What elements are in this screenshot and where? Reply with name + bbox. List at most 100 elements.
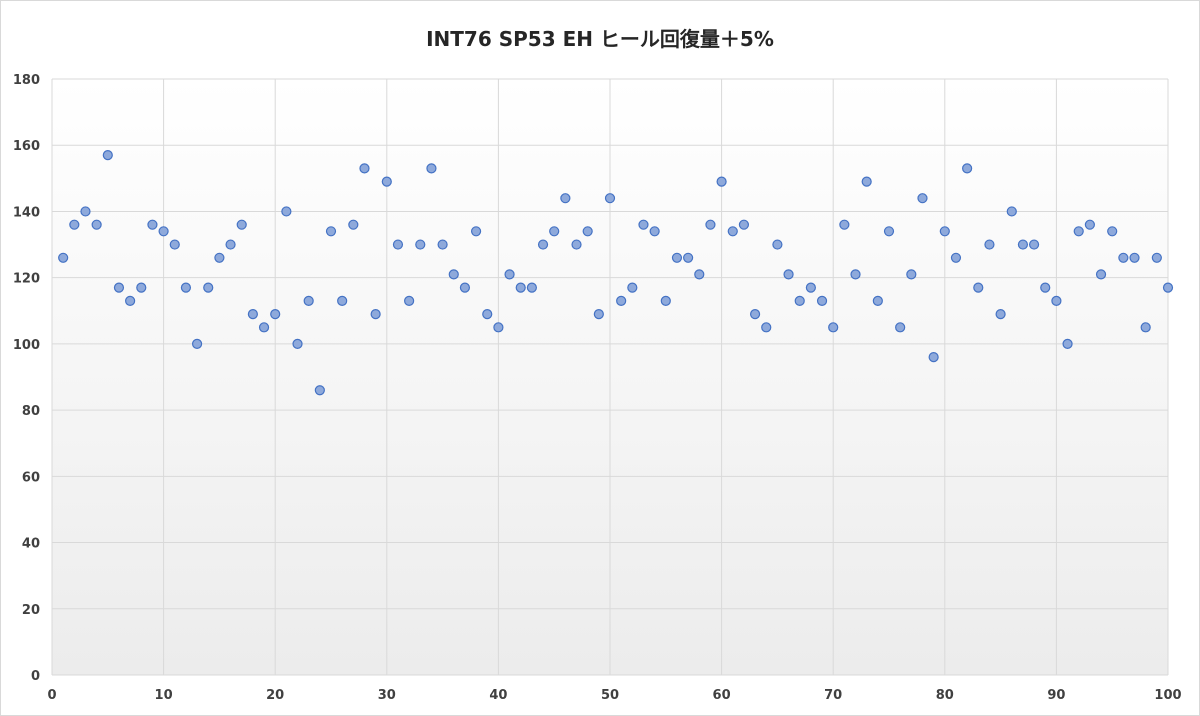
data-point	[1084, 219, 1095, 230]
data-point	[593, 308, 604, 320]
data-point	[671, 252, 683, 263]
chart-title: INT76 SP53 EH ヒール回復量＋5%	[426, 27, 774, 51]
data-point	[493, 322, 504, 333]
data-point	[426, 163, 437, 174]
x-tick-label: 70	[824, 688, 842, 703]
data-point	[582, 226, 593, 237]
data-point	[526, 282, 537, 293]
data-point	[571, 239, 582, 250]
y-tick-label: 120	[13, 272, 40, 287]
x-tick-label: 40	[489, 688, 507, 703]
data-point	[404, 295, 415, 306]
data-point	[861, 176, 872, 187]
data-point	[928, 352, 939, 363]
data-point	[749, 308, 761, 320]
data-point	[392, 239, 404, 250]
data-point	[303, 295, 314, 306]
data-point	[437, 239, 448, 250]
data-point	[638, 219, 649, 230]
data-point	[1151, 252, 1162, 263]
data-points	[58, 150, 1174, 396]
data-point	[80, 206, 91, 217]
data-point	[91, 219, 102, 230]
data-point	[962, 163, 973, 174]
data-point	[560, 193, 571, 204]
data-point	[816, 295, 828, 306]
data-point	[415, 239, 426, 250]
data-point	[125, 295, 136, 306]
data-point	[1118, 252, 1129, 263]
data-point	[348, 219, 359, 230]
data-point	[1017, 239, 1029, 250]
data-point	[169, 239, 180, 250]
data-point	[906, 269, 917, 280]
data-point	[203, 282, 214, 293]
data-point	[716, 176, 727, 187]
data-point	[236, 219, 247, 230]
data-point	[850, 269, 861, 280]
data-point	[984, 239, 995, 250]
data-point	[504, 269, 515, 280]
data-point	[616, 295, 627, 306]
data-point	[1129, 252, 1140, 263]
data-point	[872, 295, 883, 306]
data-point	[292, 338, 303, 349]
y-tick-label: 140	[13, 205, 40, 220]
data-point	[448, 269, 459, 280]
y-tick-label: 180	[13, 73, 40, 88]
y-tick-label: 100	[13, 338, 40, 353]
data-point	[738, 219, 750, 230]
y-tick-label: 80	[22, 404, 40, 419]
x-tick-label: 10	[155, 688, 173, 703]
y-tick-label: 60	[22, 470, 40, 485]
data-point	[214, 252, 225, 263]
data-point	[1095, 269, 1107, 280]
data-point	[794, 295, 805, 306]
data-point	[1006, 206, 1017, 217]
data-point	[649, 226, 660, 237]
data-point	[102, 150, 113, 161]
x-tick-label: 50	[601, 688, 619, 703]
data-point	[839, 219, 850, 230]
x-tick-label: 90	[1047, 688, 1065, 703]
x-tick-label: 100	[1154, 688, 1181, 703]
x-tick-label: 0	[47, 688, 56, 703]
data-point	[1028, 239, 1040, 250]
data-point	[325, 226, 337, 237]
data-point	[281, 206, 292, 217]
data-point	[883, 226, 895, 237]
data-point	[470, 226, 482, 237]
data-point	[1140, 322, 1151, 333]
data-point	[995, 308, 1006, 320]
x-tick-label: 60	[713, 688, 731, 703]
data-point	[761, 322, 772, 333]
data-point	[1073, 226, 1084, 237]
data-point	[270, 308, 281, 320]
data-point	[370, 308, 381, 320]
data-point	[727, 226, 738, 237]
data-point	[1040, 282, 1051, 293]
data-point	[359, 163, 370, 174]
y-tick-label: 0	[31, 669, 40, 684]
data-point	[683, 252, 694, 263]
data-point	[69, 219, 80, 230]
data-point	[381, 176, 392, 187]
tick-labels: 0 20 40 60 80 100 120 140 160 180 0 10 20 30 40 50 60 70 8…	[13, 73, 1182, 703]
data-point	[627, 282, 638, 293]
data-point	[1107, 226, 1118, 237]
data-point	[1062, 338, 1073, 349]
y-tick-label: 160	[13, 139, 40, 154]
data-point	[705, 219, 716, 230]
grid-lines	[51, 78, 1169, 676]
data-point	[950, 252, 962, 263]
data-point	[917, 193, 928, 204]
data-point	[828, 322, 839, 333]
x-tick-label: 30	[378, 688, 396, 703]
data-point	[459, 282, 471, 293]
data-point	[515, 282, 526, 293]
data-point	[113, 282, 125, 293]
data-point	[549, 226, 560, 237]
data-point	[136, 282, 147, 293]
